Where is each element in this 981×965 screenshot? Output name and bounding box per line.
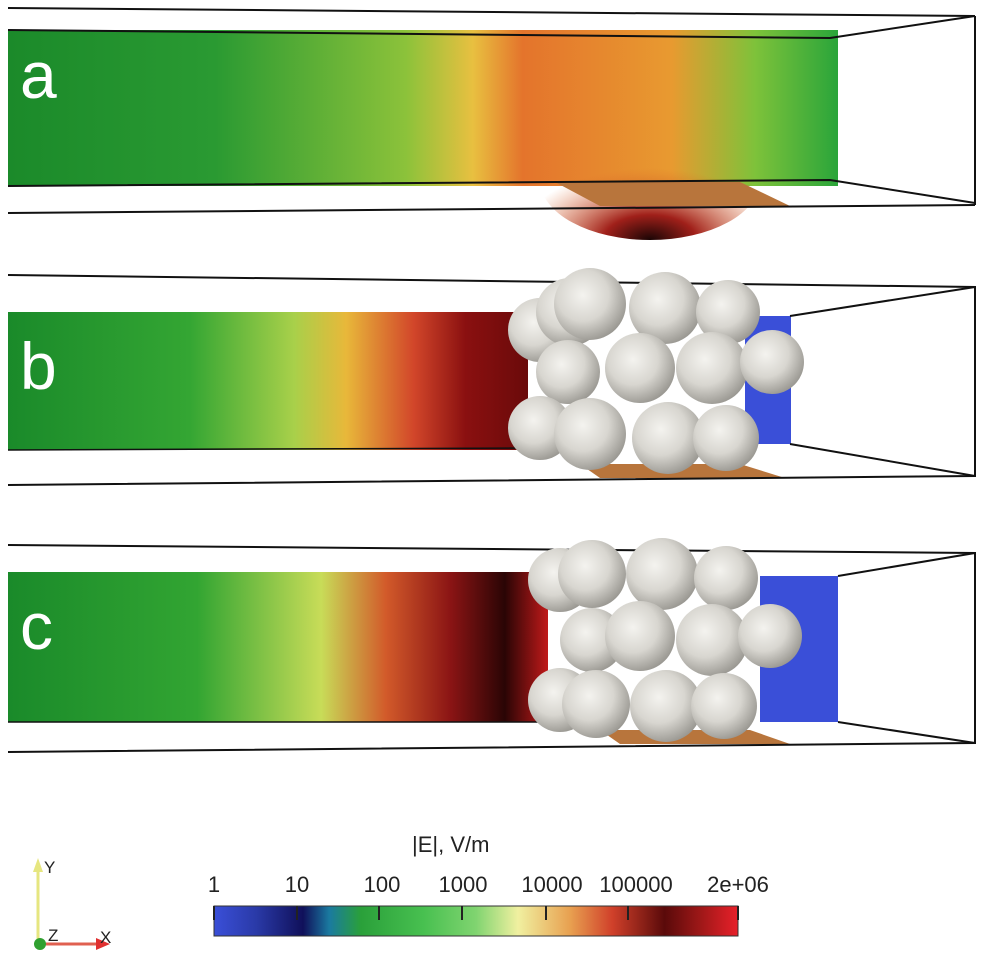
colorbar-tick-label: 100 xyxy=(363,872,401,897)
colorbar-tick-label: 10000 xyxy=(521,872,583,897)
panel-label-c: c xyxy=(20,589,53,663)
panel-label-a: a xyxy=(20,38,57,112)
colorbar-tick-label: 2e+06 xyxy=(707,872,769,897)
panel-a xyxy=(7,7,976,240)
axis-label-y: Y xyxy=(44,858,56,877)
electrode-c xyxy=(600,730,790,744)
electrode-a xyxy=(555,182,790,206)
sphere-packing-b xyxy=(508,268,804,474)
panel-label-b: b xyxy=(20,329,57,403)
colorbar-title: |E|, V/m xyxy=(412,832,490,857)
axes-triad xyxy=(33,858,110,950)
sphere-packing-c xyxy=(528,538,802,742)
colorbar xyxy=(213,905,739,937)
panel-c xyxy=(7,538,976,753)
colorbar-tick-label: 1 xyxy=(207,872,221,897)
colorbar-tick-label: 100000 xyxy=(599,872,673,897)
panel-b xyxy=(7,268,976,486)
axis-label-z: Z xyxy=(48,926,59,945)
colorbar-tick-label: 1000 xyxy=(438,872,488,897)
colorbar-tick-label: 10 xyxy=(284,872,310,897)
axis-label-x: X xyxy=(100,928,112,947)
